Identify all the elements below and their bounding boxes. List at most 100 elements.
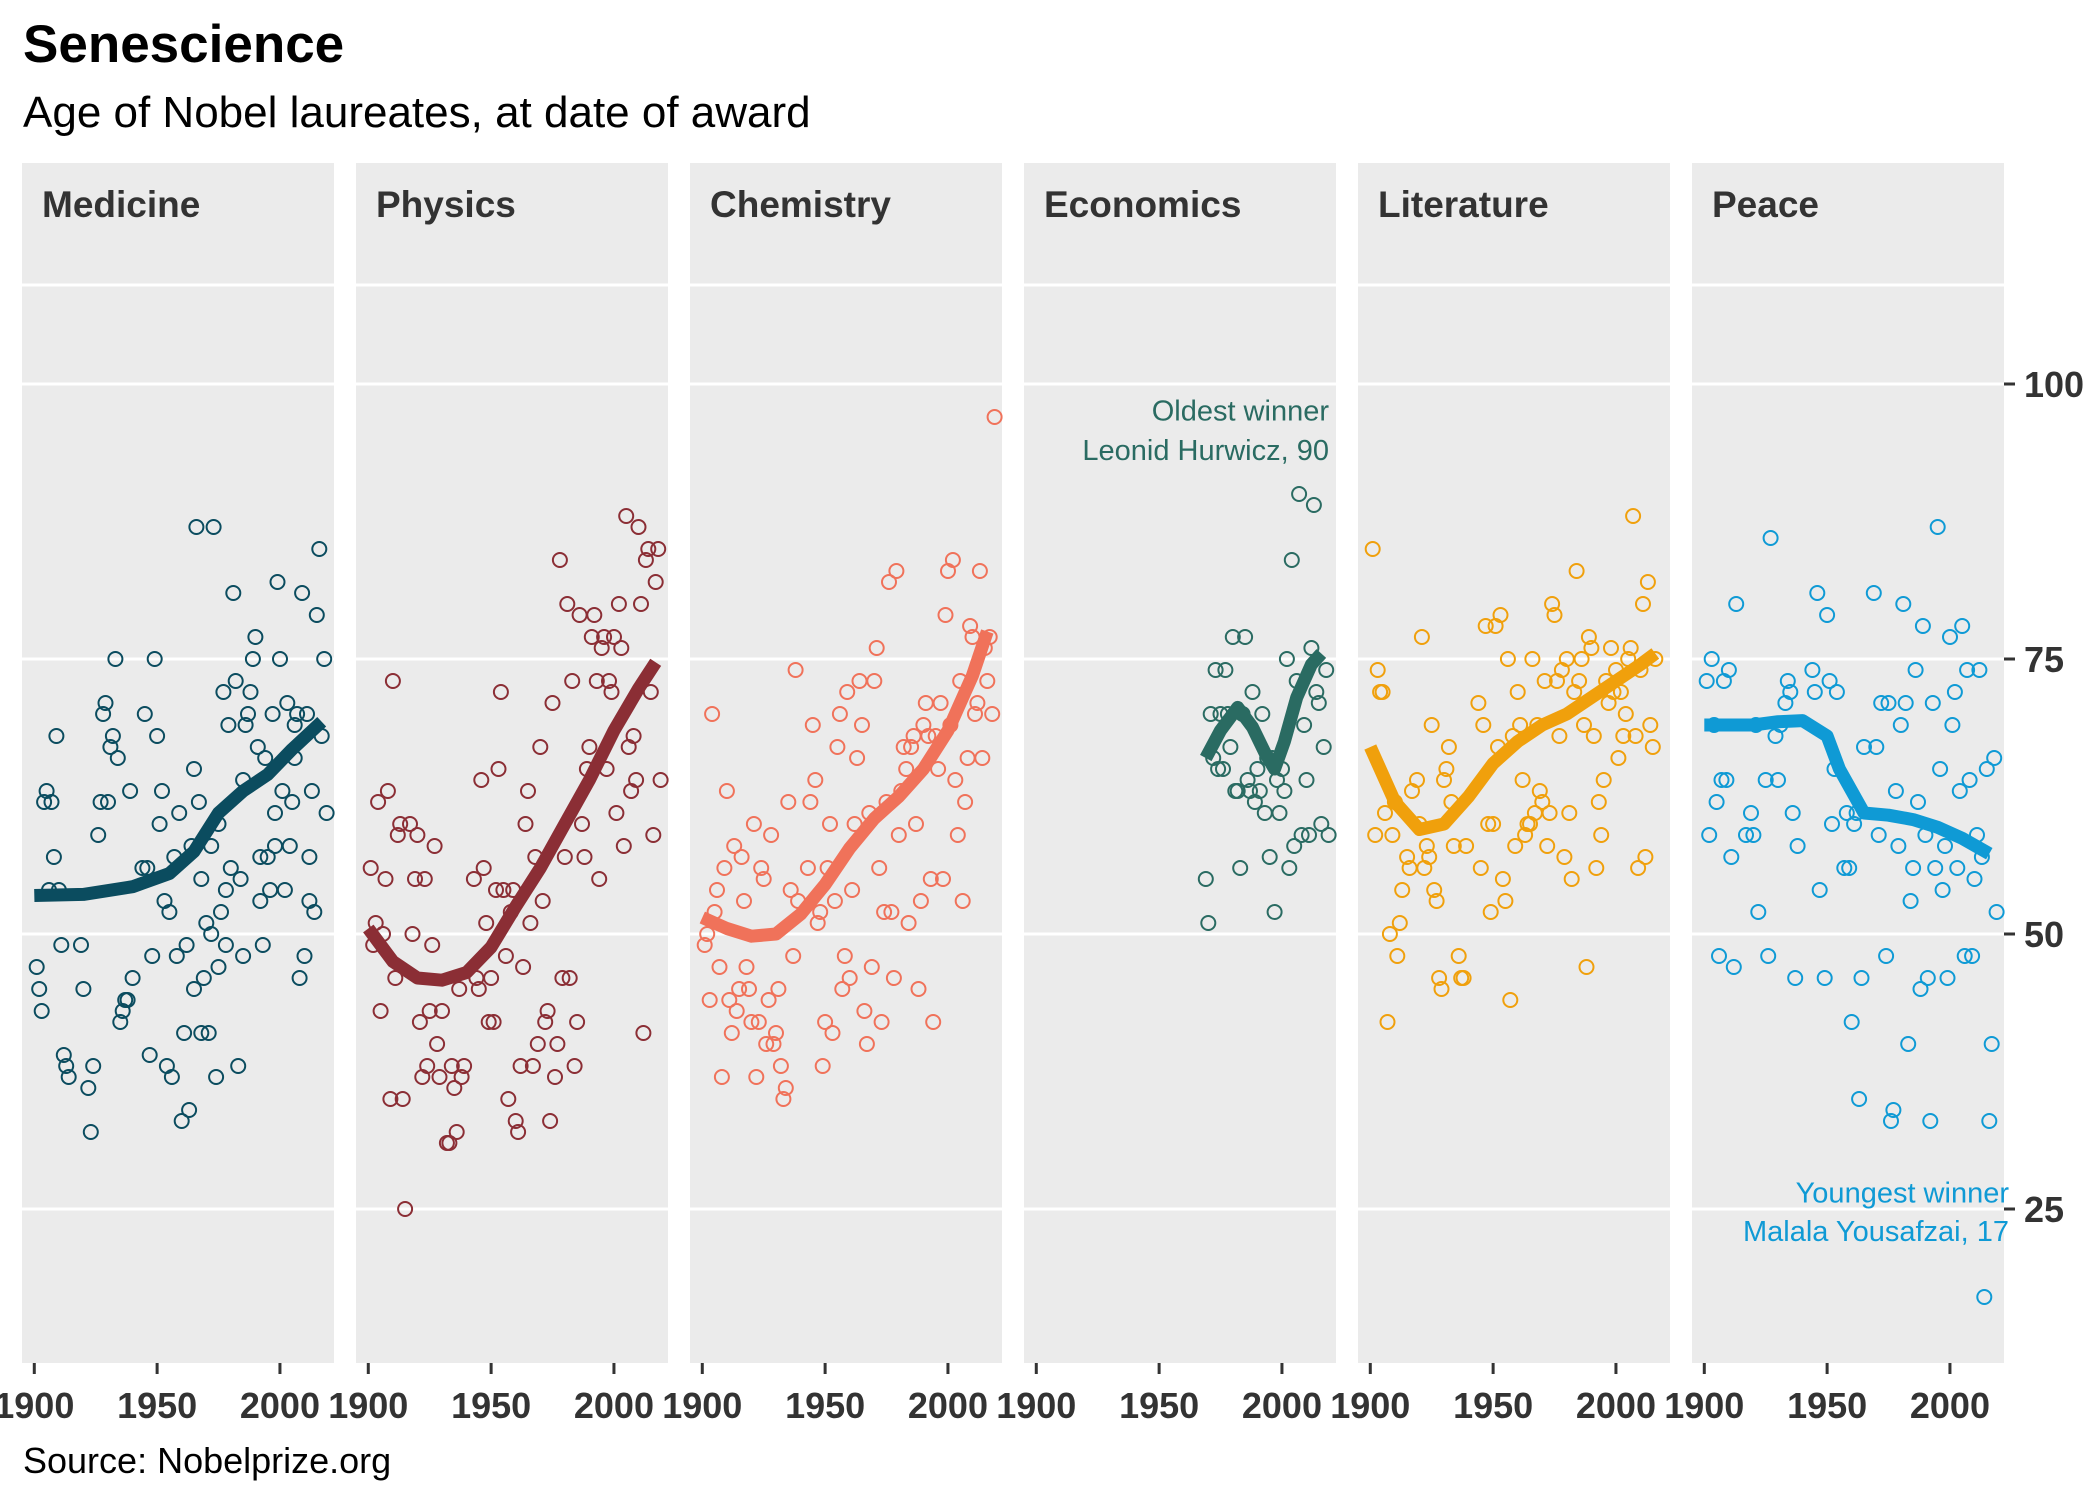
point-chemistry-24: [755, 871, 772, 887]
point-physics-31: [443, 1058, 460, 1074]
point-chemistry-53: [834, 981, 851, 997]
point-chemistry-84: [910, 981, 927, 997]
trend-line-economics: [1200, 649, 1327, 776]
point-chemistry-25: [758, 1036, 775, 1052]
point-medicine-95: [284, 794, 301, 810]
point-medicine-57: [190, 794, 207, 810]
point-peace-86: [1959, 662, 1976, 678]
point-chemistry-102: [954, 893, 971, 909]
point-physics-33: [448, 1124, 465, 1140]
point-peace-75: [1932, 761, 1949, 777]
point-physics-112: [650, 541, 667, 557]
point-medicine-14: [73, 937, 89, 953]
x-tick-label-peace-2000: 2000: [1910, 1385, 1990, 1426]
point-medicine-83: [254, 937, 271, 953]
point-chemistry-66: [866, 673, 883, 689]
point-chemistry-37: [787, 662, 804, 678]
point-medicine-85: [259, 849, 276, 865]
point-medicine-59: [195, 970, 212, 986]
point-physics-98: [615, 838, 632, 854]
point-physics-9: [384, 673, 401, 689]
point-medicine-80: [247, 629, 264, 645]
point-chemistry-59: [849, 750, 866, 766]
point-chemistry-52: [831, 706, 848, 722]
point-physics-40: [473, 772, 490, 788]
point-physics-75: [559, 596, 576, 612]
point-chemistry-85: [912, 893, 929, 909]
point-medicine-37: [141, 1047, 158, 1063]
point-medicine-6: [43, 794, 60, 810]
point-peace-15: [1745, 827, 1762, 843]
point-literature-7: [1381, 926, 1398, 942]
panel-physics: [356, 163, 668, 1363]
point-peace-0: [1698, 673, 1715, 689]
point-physics-36: [456, 1058, 473, 1074]
point-peace-91: [1971, 662, 1988, 678]
point-chemistry-12: [726, 838, 743, 854]
point-physics-70: [547, 1069, 563, 1085]
point-literature-62: [1534, 794, 1551, 810]
point-medicine-79: [244, 651, 261, 667]
point-medicine-112: [203, 926, 220, 942]
point-medicine-82: [252, 893, 269, 909]
point-peace-54: [1880, 695, 1897, 711]
point-peace-88: [1964, 948, 1981, 964]
point-literature-26: [1433, 981, 1450, 997]
point-chemistry-19: [743, 1014, 760, 1030]
point-chemistry-115: [986, 409, 1003, 425]
point-medicine-98: [291, 970, 308, 986]
point-medicine-18: [85, 1058, 102, 1074]
point-physics-14: [397, 1201, 414, 1217]
point-medicine-41: [151, 816, 168, 832]
point-peace-61: [1897, 695, 1914, 711]
point-literature-35: [1458, 838, 1475, 854]
point-literature-39: [1477, 618, 1494, 634]
trend-line-chemistry: [699, 629, 994, 943]
point-physics-110: [645, 827, 662, 843]
point-physics-39: [470, 981, 487, 997]
point-peace-64: [1905, 860, 1922, 876]
point-chemistry-28: [765, 1036, 782, 1052]
x-tick-label-literature-2000: 2000: [1576, 1385, 1656, 1426]
point-economics-39: [1293, 827, 1310, 843]
point-physics-19: [411, 1014, 428, 1030]
point-physics-44: [483, 970, 500, 986]
point-peace-9: [1720, 662, 1737, 678]
point-chemistry-50: [826, 893, 843, 909]
point-chemistry-13: [728, 1003, 745, 1019]
point-literature-22: [1423, 717, 1440, 733]
x-tick-label-chemistry-1950: 1950: [785, 1385, 865, 1426]
point-peace-13: [1738, 827, 1754, 843]
point-chemistry-39: [799, 860, 816, 876]
point-physics-105: [633, 596, 649, 612]
point-peace-96: [1983, 1036, 2000, 1052]
point-literature-67: [1546, 607, 1563, 623]
point-medicine-15: [75, 981, 92, 997]
point-peace-79: [1942, 629, 1958, 645]
point-peace-59: [1892, 717, 1909, 733]
point-physics-7: [379, 783, 396, 799]
point-literature-87: [1595, 772, 1612, 788]
point-peace-98: [1988, 904, 2005, 920]
point-medicine-26: [107, 651, 124, 667]
point-chemistry-21: [748, 1069, 765, 1085]
point-peace-62: [1900, 1036, 1917, 1052]
point-literature-96: [1617, 706, 1634, 722]
point-economics-1: [1200, 915, 1217, 931]
point-physics-82: [576, 849, 593, 865]
point-chemistry-65: [863, 959, 880, 975]
facet-label-economics: Economics: [1044, 184, 1241, 225]
point-chemistry-8: [716, 860, 733, 876]
point-chemistry-46: [817, 1014, 834, 1030]
annotation-economics-line-1: Oldest winner: [1152, 395, 1330, 427]
point-medicine-87: [264, 706, 281, 722]
point-economics-8: [1217, 662, 1234, 678]
point-chemistry-57: [844, 882, 861, 898]
point-literature-63: [1536, 673, 1553, 689]
point-chemistry-99: [947, 772, 964, 788]
x-tick-label-medicine-1900: 1900: [0, 1385, 74, 1426]
x-tick-label-economics-1950: 1950: [1119, 1385, 1199, 1426]
point-physics-21: [416, 871, 433, 887]
point-physics-17: [407, 871, 423, 887]
